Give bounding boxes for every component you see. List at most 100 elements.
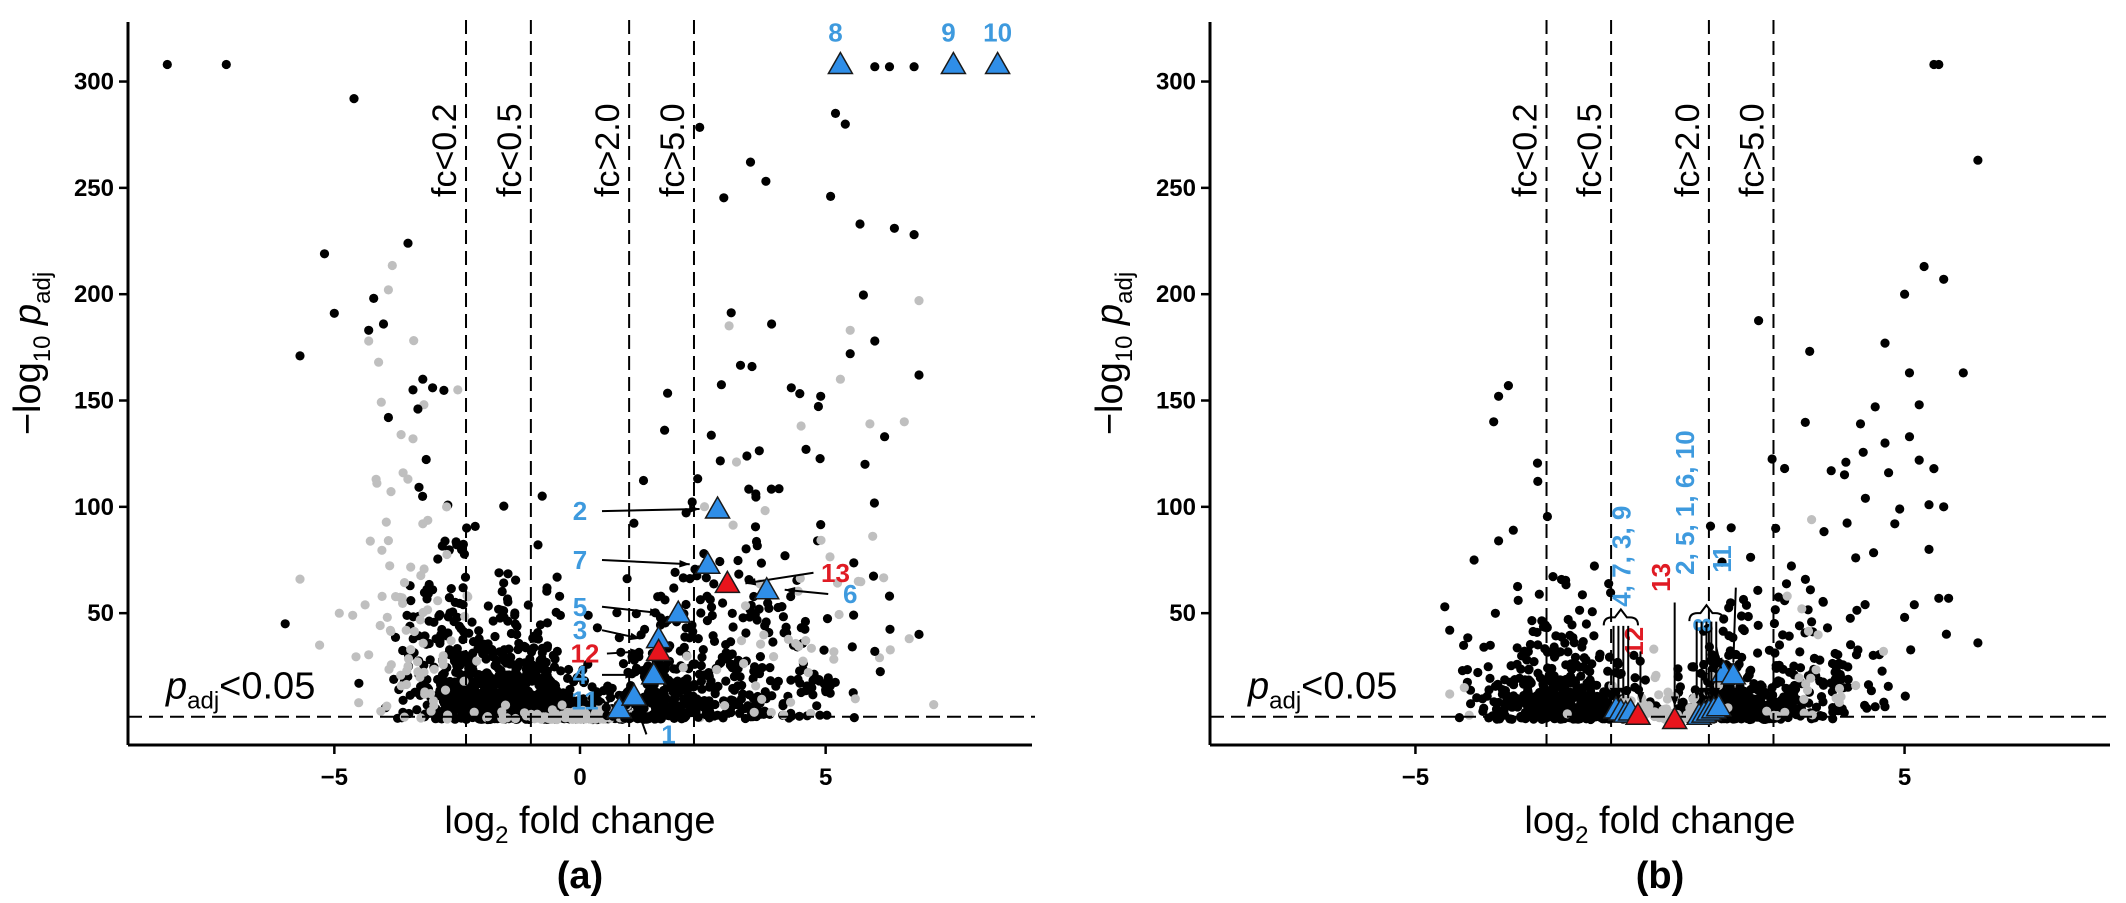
highlighted-gene-10 xyxy=(984,51,1011,75)
gene-point xyxy=(1479,642,1489,652)
padj-threshold-label: padj<0.05 xyxy=(165,666,315,715)
gene-point-nonsignificant xyxy=(791,638,801,649)
gene-point xyxy=(378,319,389,329)
gene-point xyxy=(1819,527,1829,537)
gene-point xyxy=(1513,595,1523,606)
gene-point xyxy=(1746,552,1756,562)
gene-point xyxy=(408,612,418,622)
gene-point xyxy=(1513,702,1523,712)
gene-point xyxy=(1900,691,1910,701)
gene-point xyxy=(1463,633,1473,643)
y-tick-label: 150 xyxy=(74,388,114,415)
gene-point xyxy=(875,667,885,677)
gene-point xyxy=(1494,391,1504,401)
gene-point xyxy=(478,677,488,688)
gene-point xyxy=(778,701,788,711)
y-axis-title: −log10 padj xyxy=(7,272,56,435)
gene-point xyxy=(349,94,359,104)
highlighted-gene-7 xyxy=(694,550,722,574)
gene-point xyxy=(738,689,748,699)
gene-point xyxy=(1900,612,1910,623)
gene-point-nonsignificant xyxy=(1650,672,1660,683)
gene-point xyxy=(826,191,836,201)
gene-point xyxy=(729,672,740,682)
gene-point xyxy=(1753,585,1763,596)
gene-point xyxy=(503,569,513,579)
gene-point xyxy=(1869,548,1879,558)
gene-point xyxy=(734,569,744,579)
gene-point xyxy=(319,249,330,259)
gene-point xyxy=(795,678,805,688)
gene-point xyxy=(1830,674,1840,685)
gene-point xyxy=(498,684,508,694)
data-points xyxy=(162,59,939,725)
gene-group-label: 2, 5, 1, 6, 10 xyxy=(1670,430,1700,575)
gene-point-nonsignificant xyxy=(351,652,361,662)
gene-point-nonsignificant xyxy=(766,707,776,718)
x-tick-label: 0 xyxy=(573,764,586,791)
gene-point xyxy=(1780,463,1790,474)
gene-point xyxy=(1551,680,1561,690)
gene-point xyxy=(777,602,787,612)
gene-point xyxy=(539,685,549,695)
gene-point-nonsignificant xyxy=(463,592,473,602)
gene-point xyxy=(452,644,462,654)
gene-point xyxy=(439,385,449,395)
gene-point xyxy=(1745,666,1755,676)
annotation-arrowhead xyxy=(1702,687,1711,699)
gene-point-nonsignificant xyxy=(409,626,419,637)
gene-point xyxy=(1900,289,1910,299)
gene-point xyxy=(670,680,680,691)
y-tick-label: 250 xyxy=(1156,175,1196,202)
gene-point-nonsignificant xyxy=(577,706,588,716)
gene-point xyxy=(739,704,749,714)
gene-point-nonsignificant xyxy=(418,638,428,648)
y-tick-label: 250 xyxy=(74,175,114,202)
gene-point xyxy=(510,705,521,715)
gene-point xyxy=(1818,679,1828,689)
gene-point xyxy=(845,349,855,359)
gene-point-nonsignificant xyxy=(769,652,779,662)
x-axis-title-rest: fold change xyxy=(1589,800,1796,842)
panel-b: fc<0.2 fc<0.5 fc>2.0 fc>5.0padj<0.055010015… xyxy=(1089,20,2113,897)
y-tick-label: 300 xyxy=(1156,69,1196,96)
gene-point xyxy=(914,370,924,380)
gene-point-nonsignificant xyxy=(381,517,391,527)
gene-point xyxy=(715,456,725,466)
gene-point xyxy=(542,618,553,628)
x-axis-title-log: log xyxy=(1524,800,1575,842)
gene-point xyxy=(1549,652,1560,662)
gene-point xyxy=(1828,714,1838,724)
gene-point-nonsignificant xyxy=(798,656,808,666)
gene-point xyxy=(1726,598,1736,608)
gene-point xyxy=(756,558,767,568)
gene-point xyxy=(1784,687,1795,697)
gene-point xyxy=(1773,592,1784,602)
gene-point xyxy=(1516,713,1526,723)
gene-point-nonsignificant xyxy=(365,536,375,546)
gene-point xyxy=(1640,675,1650,685)
threshold-label: fc>2.0 xyxy=(1669,103,1707,197)
gene-point xyxy=(1673,672,1683,682)
gene-point xyxy=(779,628,789,638)
gene-point xyxy=(697,684,707,694)
gene-point-nonsignificant xyxy=(418,607,428,618)
gene-point xyxy=(755,652,766,662)
gene-point xyxy=(1523,647,1533,657)
gene-point xyxy=(822,710,832,720)
gene-point xyxy=(517,696,527,706)
gene-point xyxy=(1492,710,1502,720)
gene-point xyxy=(1524,675,1534,685)
gene-point xyxy=(551,607,561,618)
x-tick-label: −5 xyxy=(1402,764,1429,791)
gene-point xyxy=(701,573,711,583)
gene-point-nonsignificant xyxy=(1813,630,1823,640)
gene-point xyxy=(564,664,574,675)
gene-point-nonsignificant xyxy=(371,474,381,484)
gene-point xyxy=(727,649,737,659)
y-tick-label: 300 xyxy=(74,69,114,96)
gene-point xyxy=(1587,659,1597,669)
gene-point xyxy=(565,697,575,707)
gene-label-3: 3 xyxy=(573,615,587,645)
gene-point xyxy=(483,639,493,649)
